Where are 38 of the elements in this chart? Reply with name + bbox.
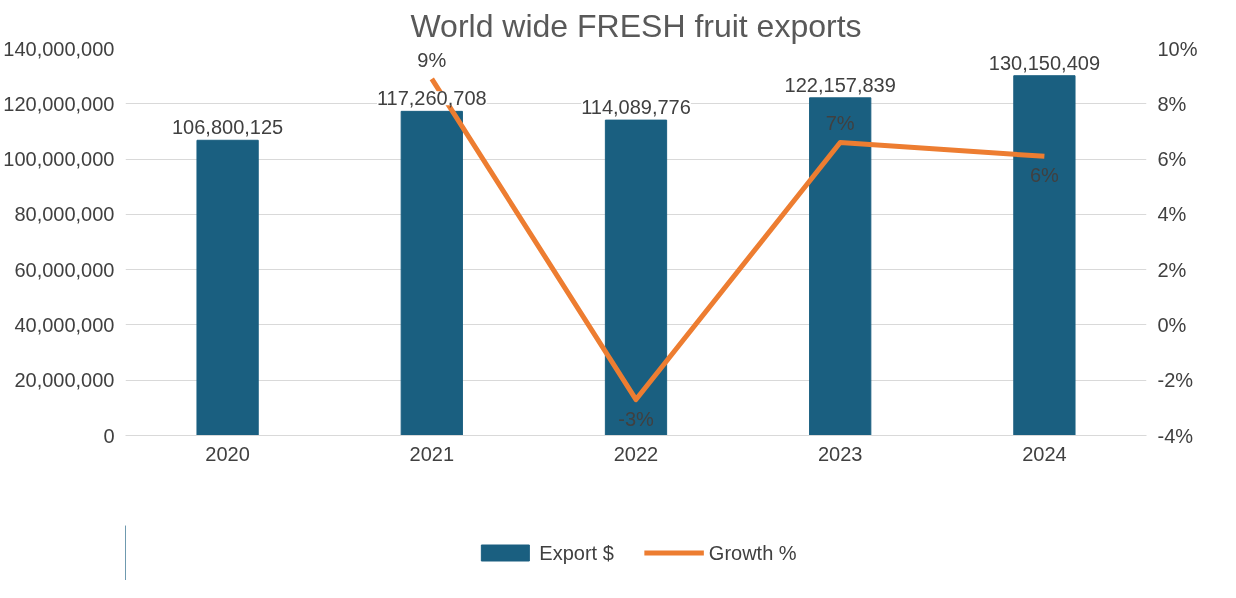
y-tick-label: 40,000,000 [14, 313, 115, 336]
data-label: -3% [618, 407, 654, 430]
chart-title: World wide FRESH fruit exports [410, 7, 862, 44]
y-tick-label: 100,000,000 [3, 148, 115, 171]
y-tick-label: 140,000,000 [3, 37, 115, 60]
y-tick-label: 20,000,000 [14, 369, 115, 392]
bar [809, 97, 872, 436]
y2-tick-label: 4% [1157, 203, 1187, 226]
y2-tick-label: 10% [1157, 37, 1198, 60]
legend-label: Growth % [708, 541, 797, 564]
data-label: 9% [417, 48, 447, 71]
legend-label: Export $ [539, 541, 614, 564]
data-label: 130,150,409 [988, 51, 1101, 74]
x-tick-label: 2020 [205, 442, 250, 465]
bar [1013, 75, 1076, 436]
data-label: 6% [1029, 164, 1060, 187]
x-tick-label: 2021 [409, 442, 455, 465]
y2-tick-label: -4% [1157, 424, 1194, 447]
data-label: 114,089,776 [581, 96, 691, 119]
data-label: 122,157,839 [784, 73, 896, 96]
y-tick-label: 0 [103, 424, 115, 447]
x-tick-label: 2024 [1022, 442, 1067, 465]
y-tick-label: 60,000,000 [14, 258, 115, 281]
bar [196, 139, 259, 436]
y-tick-label: 120,000,000 [3, 92, 115, 115]
data-label: 106,800,125 [171, 116, 284, 139]
data-label: 117,260,708 [376, 87, 487, 110]
y2-tick-label: 0% [1157, 313, 1187, 336]
x-tick-label: 2022 [613, 442, 659, 465]
y2-tick-label: 6% [1157, 148, 1187, 171]
bar [400, 110, 463, 436]
x-tick-label: 2023 [817, 442, 863, 465]
bar [604, 119, 668, 436]
data-label: 7% [825, 112, 855, 135]
y2-tick-label: 2% [1157, 258, 1187, 281]
y2-tick-label: -2% [1157, 369, 1194, 392]
y-tick-label: 80,000,000 [14, 203, 115, 226]
y2-tick-label: 8% [1157, 92, 1187, 115]
